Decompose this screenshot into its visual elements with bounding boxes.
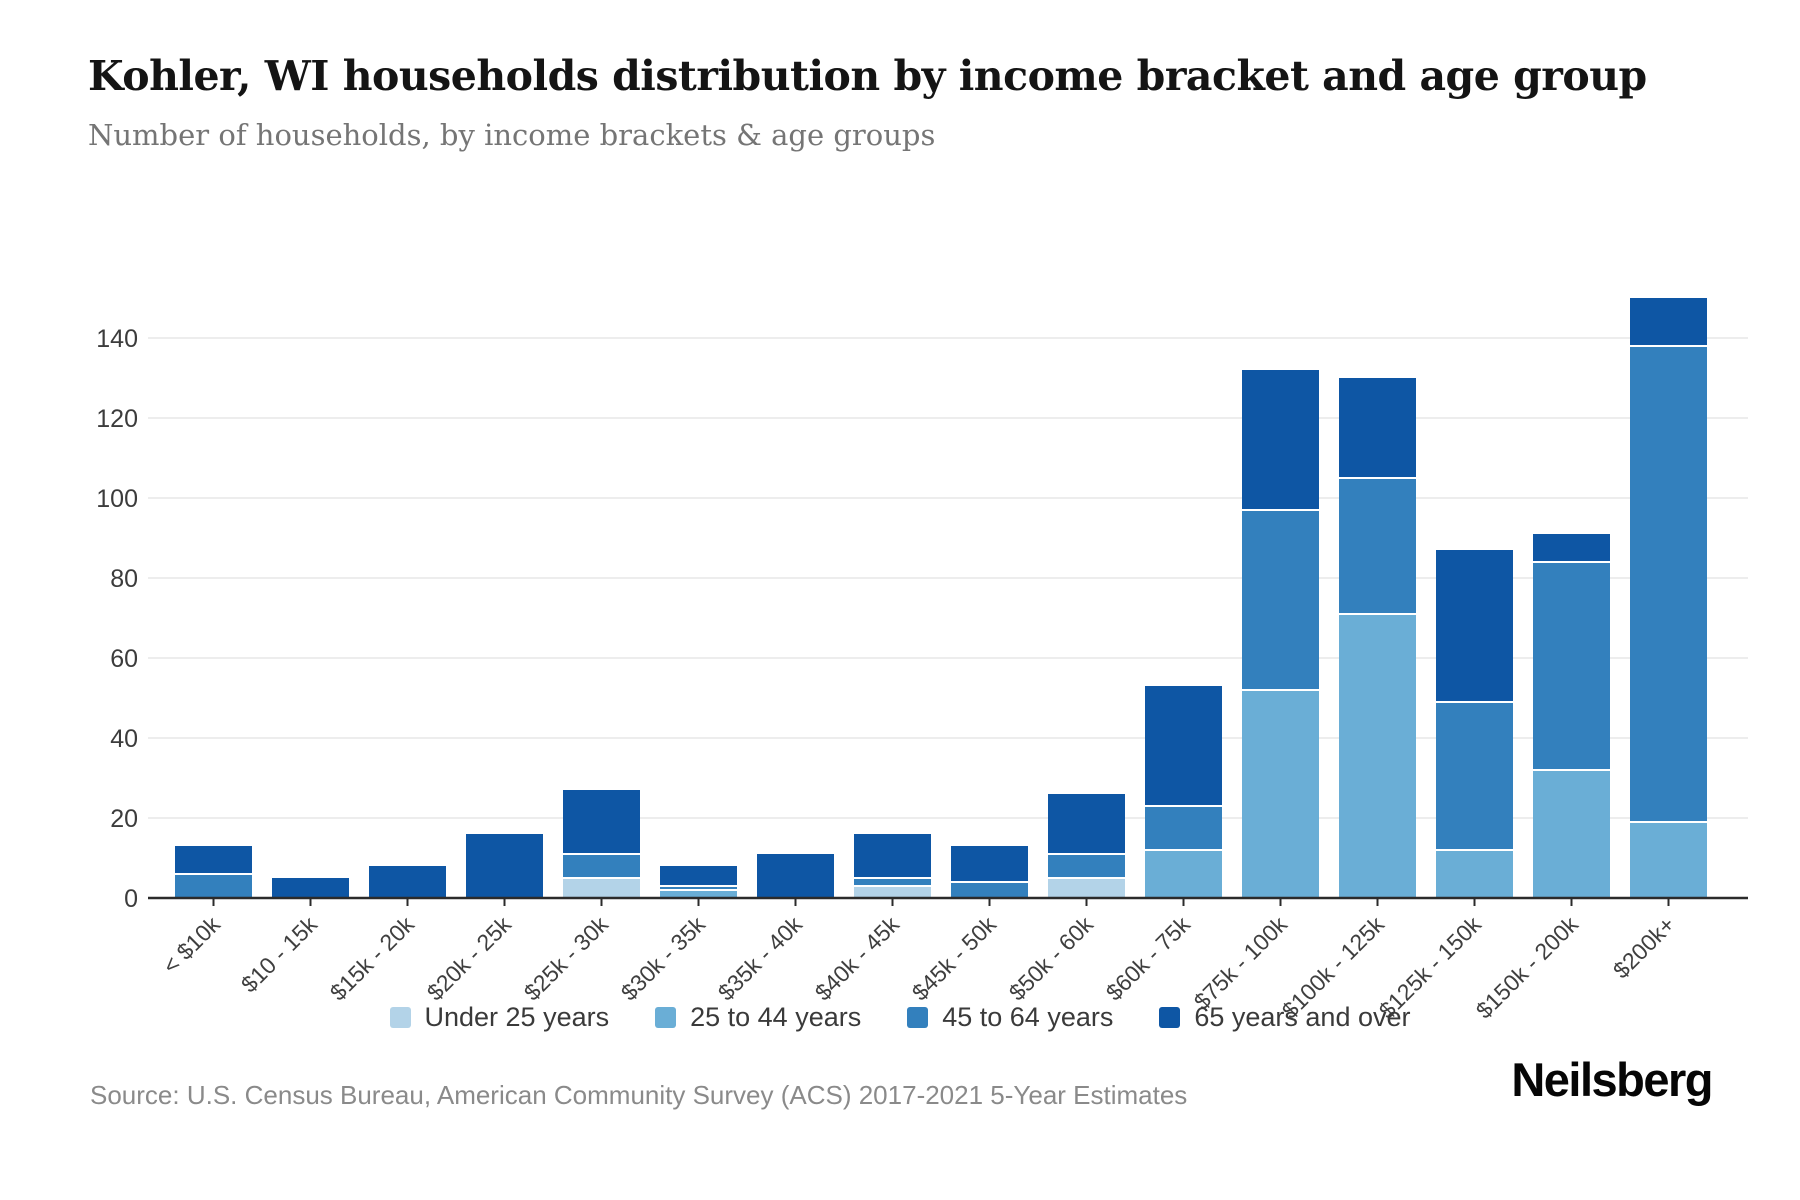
- legend-item-45 to 64 years[interactable]: 45 to 64 years: [907, 1002, 1113, 1033]
- segment-65 years and over[interactable]: [1339, 378, 1416, 478]
- segment-65 years and over[interactable]: [1048, 794, 1125, 854]
- segment-45 to 64 years[interactable]: [854, 878, 931, 886]
- bar-$60k - 75k[interactable]: [1145, 686, 1222, 898]
- x-tick-label: $30k - 35k: [616, 911, 711, 1006]
- bar-$15k - 20k[interactable]: [369, 866, 446, 898]
- bar-< $10k[interactable]: [175, 846, 252, 898]
- bar-$30k - 35k[interactable]: [660, 866, 737, 898]
- y-tick-label: 20: [110, 805, 138, 833]
- bar-$100k - 125k[interactable]: [1339, 378, 1416, 898]
- x-tick-label: $60k - 75k: [1101, 911, 1196, 1006]
- source-attribution: Source: U.S. Census Bureau, American Com…: [90, 1080, 1188, 1110]
- segment-25 to 44 years[interactable]: [660, 890, 737, 898]
- legend-label: 65 years and over: [1194, 1002, 1411, 1032]
- legend-label: 45 to 64 years: [942, 1002, 1114, 1032]
- bar-$45k - 50k[interactable]: [951, 846, 1028, 898]
- segment-45 to 64 years[interactable]: [1533, 562, 1610, 770]
- bar-$50k - 60k[interactable]: [1048, 794, 1125, 898]
- x-axis: [148, 896, 1748, 906]
- y-tick-label: 120: [96, 405, 138, 433]
- legend-swatch-icon: [655, 1007, 677, 1028]
- segment-Under 25 years[interactable]: [854, 886, 931, 898]
- segment-65 years and over[interactable]: [1436, 550, 1513, 702]
- y-tick-label: 0: [124, 885, 138, 913]
- legend-item-Under 25 years[interactable]: Under 25 years: [389, 1002, 610, 1033]
- segment-45 to 64 years[interactable]: [951, 882, 1028, 898]
- segment-45 to 64 years[interactable]: [660, 886, 737, 890]
- x-tick-label: $35k - 40k: [713, 911, 808, 1006]
- legend-swatch-icon: [907, 1007, 929, 1028]
- segment-65 years and over[interactable]: [175, 846, 252, 874]
- segment-65 years and over[interactable]: [757, 854, 834, 898]
- segment-Under 25 years[interactable]: [563, 878, 640, 898]
- segment-25 to 44 years[interactable]: [1436, 850, 1513, 898]
- segment-45 to 64 years[interactable]: [175, 874, 252, 898]
- segment-45 to 64 years[interactable]: [1630, 346, 1707, 822]
- legend-item-65 years and over[interactable]: 65 years and over: [1159, 1002, 1411, 1033]
- x-tick-label: $40k - 45k: [810, 911, 905, 1006]
- legend-label: 25 to 44 years: [690, 1002, 862, 1032]
- segment-45 to 64 years[interactable]: [1145, 806, 1222, 850]
- x-tick-label: $50k - 60k: [1004, 911, 1099, 1006]
- legend-label: Under 25 years: [424, 1002, 610, 1032]
- segment-25 to 44 years[interactable]: [1242, 690, 1319, 898]
- x-tick-label: $20k - 25k: [422, 911, 517, 1006]
- segment-65 years and over[interactable]: [1242, 370, 1319, 510]
- bars: [175, 298, 1707, 898]
- segment-65 years and over[interactable]: [854, 834, 931, 878]
- y-tick-labels: 0 20 40 60 80 100 120 140: [96, 325, 138, 913]
- x-tick-label: $15k - 20k: [325, 911, 420, 1006]
- segment-65 years and over[interactable]: [951, 846, 1028, 882]
- bar-$25k - 30k[interactable]: [563, 790, 640, 898]
- legend-swatch-icon: [389, 1007, 411, 1028]
- bar-$10 - 15k[interactable]: [272, 878, 349, 898]
- y-tick-label: 140: [96, 325, 138, 353]
- bar-$125k - 150k[interactable]: [1436, 550, 1513, 898]
- legend-swatch-icon: [1159, 1007, 1181, 1028]
- x-tick-label: $25k - 30k: [519, 911, 614, 1006]
- segment-25 to 44 years[interactable]: [1145, 850, 1222, 898]
- segment-65 years and over[interactable]: [1145, 686, 1222, 806]
- y-tick-label: 100: [96, 485, 138, 513]
- x-tick-label: < $10k: [157, 911, 225, 979]
- bar-$75k - 100k[interactable]: [1242, 370, 1319, 898]
- x-tick-label: $75k - 100k: [1189, 911, 1293, 1015]
- neilsberg-logo: Neilsberg: [1511, 1053, 1713, 1106]
- segment-65 years and over[interactable]: [466, 834, 543, 898]
- segment-65 years and over[interactable]: [272, 878, 349, 898]
- bar-$150k - 200k[interactable]: [1533, 534, 1610, 898]
- bar-$40k - 45k[interactable]: [854, 834, 931, 898]
- y-tick-label: 80: [110, 565, 138, 593]
- y-tick-label: 40: [110, 725, 138, 753]
- bar-$200k+[interactable]: [1630, 298, 1707, 898]
- x-tick-label: $45k - 50k: [907, 911, 1002, 1006]
- segment-25 to 44 years[interactable]: [1533, 770, 1610, 898]
- segment-25 to 44 years[interactable]: [1630, 822, 1707, 898]
- segment-45 to 64 years[interactable]: [563, 854, 640, 878]
- chart-title: Kohler, WI households distribution by in…: [88, 52, 1647, 100]
- segment-45 to 64 years[interactable]: [1048, 854, 1125, 878]
- bar-$20k - 25k[interactable]: [466, 834, 543, 898]
- segment-65 years and over[interactable]: [369, 866, 446, 898]
- segment-25 to 44 years[interactable]: [1339, 614, 1416, 898]
- segment-45 to 64 years[interactable]: [1436, 702, 1513, 850]
- segment-45 to 64 years[interactable]: [1242, 510, 1319, 690]
- segment-65 years and over[interactable]: [1630, 298, 1707, 346]
- segment-45 to 64 years[interactable]: [1339, 478, 1416, 614]
- chart-subtitle: Number of households, by income brackets…: [88, 118, 936, 152]
- legend-item-25 to 44 years[interactable]: 25 to 44 years: [655, 1002, 861, 1033]
- bar-$35k - 40k[interactable]: [757, 854, 834, 898]
- chart-legend: Under 25 years 25 to 44 years 45 to 64 yea…: [0, 1002, 1800, 1033]
- segment-65 years and over[interactable]: [660, 866, 737, 886]
- segment-Under 25 years[interactable]: [1048, 878, 1125, 898]
- y-tick-label: 60: [110, 645, 138, 673]
- segment-65 years and over[interactable]: [563, 790, 640, 854]
- x-tick-label: $10 - 15k: [236, 911, 323, 998]
- x-tick-label: $200k+: [1608, 911, 1680, 983]
- segment-65 years and over[interactable]: [1533, 534, 1610, 562]
